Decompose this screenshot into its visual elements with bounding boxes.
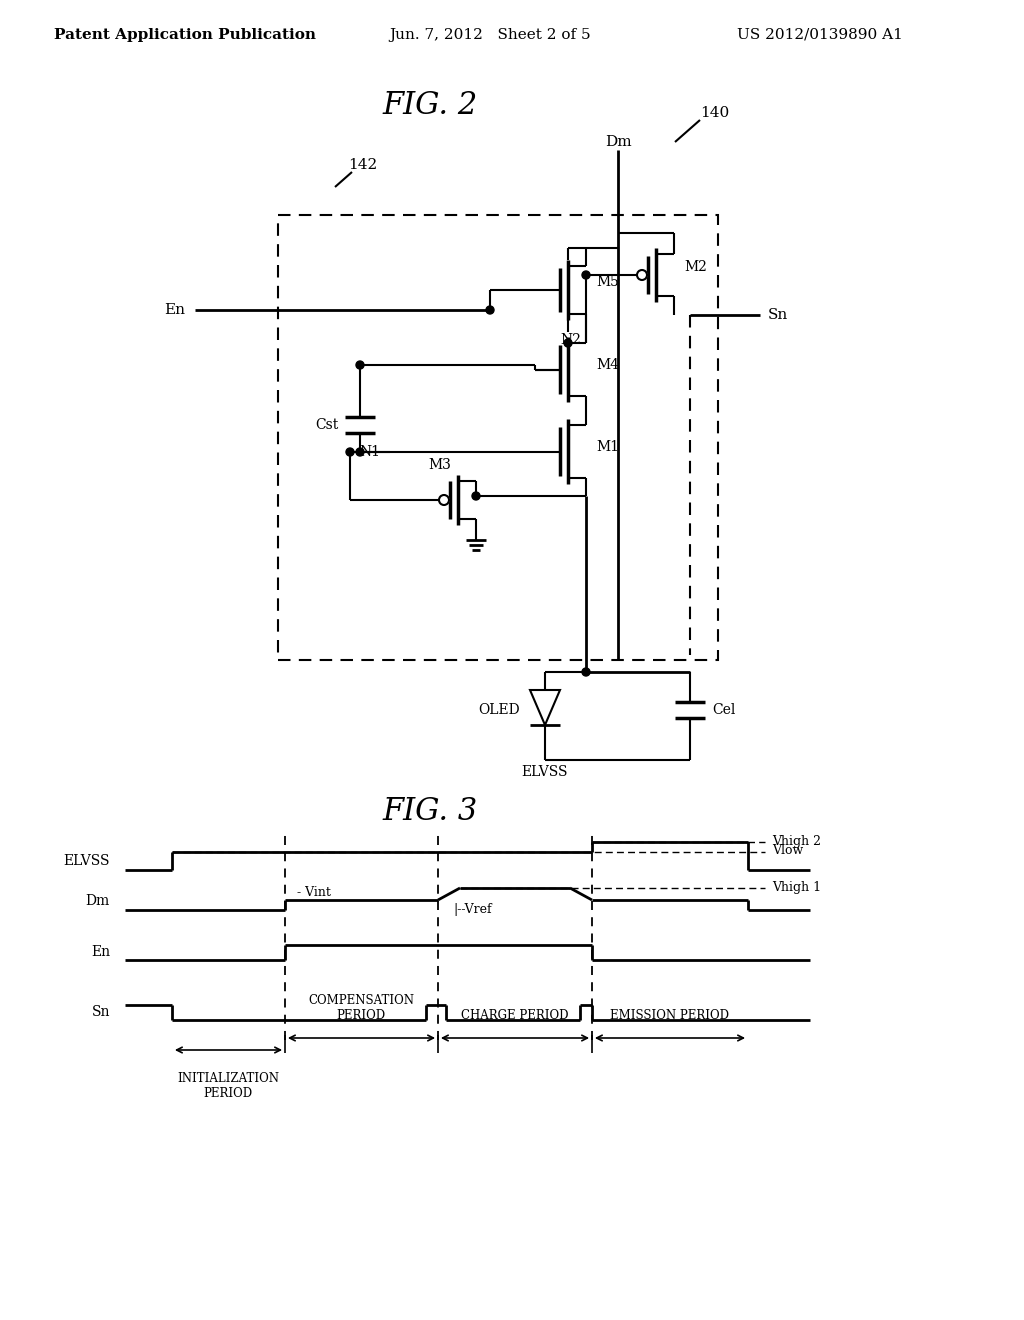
Text: Sn: Sn	[91, 1005, 110, 1019]
Text: M1: M1	[596, 440, 618, 454]
Text: En: En	[91, 945, 110, 960]
Text: 140: 140	[700, 106, 729, 120]
Text: Cel: Cel	[712, 704, 735, 717]
Text: N1: N1	[359, 445, 380, 459]
Circle shape	[582, 668, 590, 676]
Text: ELVSS: ELVSS	[63, 854, 110, 869]
Text: Dm: Dm	[86, 894, 110, 908]
Text: Sn: Sn	[768, 308, 788, 322]
Text: N2: N2	[560, 333, 581, 347]
Circle shape	[564, 339, 572, 347]
Text: FIG. 2: FIG. 2	[382, 90, 477, 120]
Circle shape	[356, 360, 364, 370]
Circle shape	[486, 306, 494, 314]
Text: Vlow: Vlow	[772, 845, 803, 858]
Text: M3: M3	[428, 458, 451, 473]
Circle shape	[356, 447, 364, 455]
Text: FIG. 3: FIG. 3	[382, 796, 477, 828]
Text: Patent Application Publication: Patent Application Publication	[54, 28, 316, 42]
Text: COMPENSATION
PERIOD: COMPENSATION PERIOD	[308, 994, 414, 1022]
Circle shape	[582, 271, 590, 279]
Text: INITIALIZATION
PERIOD: INITIALIZATION PERIOD	[177, 1072, 279, 1100]
Text: CHARGE PERIOD: CHARGE PERIOD	[461, 1008, 568, 1022]
Circle shape	[439, 495, 449, 506]
Circle shape	[472, 492, 480, 500]
Text: M2: M2	[684, 260, 707, 275]
Text: Vhigh 1: Vhigh 1	[772, 882, 821, 895]
Text: M4: M4	[596, 358, 618, 372]
Text: |--Vref: |--Vref	[453, 903, 492, 916]
Text: Cst: Cst	[314, 418, 338, 432]
Text: EMISSION PERIOD: EMISSION PERIOD	[610, 1008, 729, 1022]
Text: M5: M5	[596, 275, 618, 289]
Text: 142: 142	[348, 158, 377, 172]
Text: Vhigh 2: Vhigh 2	[772, 836, 821, 849]
Text: Jun. 7, 2012   Sheet 2 of 5: Jun. 7, 2012 Sheet 2 of 5	[389, 28, 591, 42]
Text: ELVSS: ELVSS	[522, 766, 568, 779]
Circle shape	[637, 271, 647, 280]
Text: US 2012/0139890 A1: US 2012/0139890 A1	[737, 28, 903, 42]
Bar	[278, 215, 718, 660]
Text: En: En	[164, 304, 185, 317]
Text: OLED: OLED	[478, 704, 520, 717]
Circle shape	[346, 447, 354, 455]
Text: Dm: Dm	[605, 135, 632, 149]
Text: - Vint: - Vint	[297, 886, 331, 899]
